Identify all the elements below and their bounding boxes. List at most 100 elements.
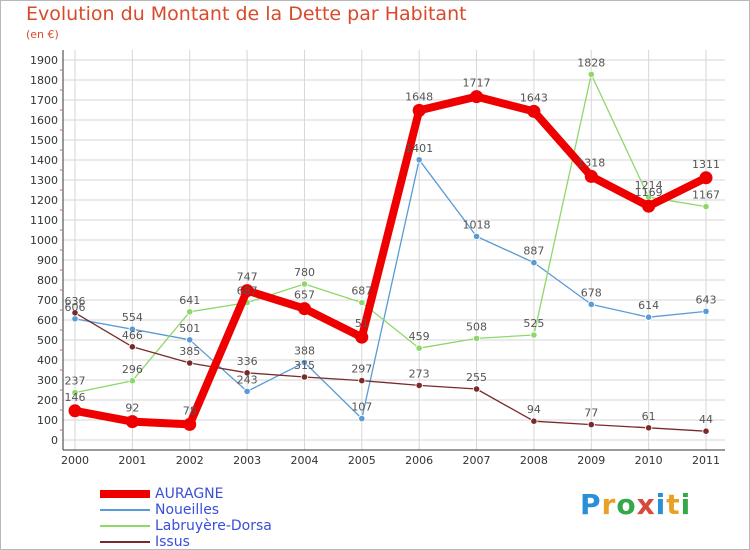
legend-label: Noueilles [155, 502, 220, 518]
logo-letter: i [680, 488, 692, 521]
data-point [530, 258, 538, 267]
data-label: 92 [125, 402, 139, 415]
data-label: 747 [237, 271, 258, 284]
data-label: 466 [122, 329, 143, 342]
y-tick-label: 1900 [30, 54, 58, 67]
data-point [71, 388, 79, 397]
series-line-auragne [71, 92, 710, 429]
y-minor-tick [60, 129, 62, 131]
y-tick-label: 900 [37, 254, 58, 267]
data-label: 1401 [405, 142, 433, 155]
data-label: 243 [237, 373, 258, 386]
y-tick-label: 1200 [30, 194, 58, 207]
data-point [470, 90, 484, 104]
data-label: 1311 [692, 158, 720, 171]
data-point [530, 331, 538, 339]
data-point [128, 343, 136, 351]
data-point [527, 104, 541, 118]
x-tick-label: 2007 [463, 454, 491, 467]
legend-label: AURAGNE [155, 486, 224, 502]
x-tick-label: 2000 [61, 454, 89, 467]
data-label: 336 [237, 355, 258, 368]
y-tick-label: 1100 [30, 214, 58, 227]
data-point [702, 307, 710, 315]
data-point [472, 232, 481, 240]
data-point [415, 344, 423, 352]
data-label: 1643 [520, 91, 548, 104]
chart-subtitle: (en €) [26, 28, 59, 41]
data-point [415, 156, 423, 164]
y-tick-label: 200 [37, 394, 58, 407]
data-point [300, 373, 309, 381]
data-point [472, 334, 481, 342]
y-tick-label: 400 [37, 354, 58, 367]
y-minor-tick [60, 229, 62, 231]
data-point [358, 298, 366, 307]
data-label: 1169 [635, 186, 663, 199]
x-tick-label: 2005 [348, 454, 376, 467]
y-minor-tick [60, 249, 62, 251]
y-tick-label: 300 [37, 374, 58, 387]
data-point [243, 369, 251, 377]
logo-letter: i [655, 488, 667, 521]
y-minor-tick [60, 209, 62, 211]
x-tick-label: 2008 [520, 454, 548, 467]
data-label: 77 [584, 407, 598, 420]
data-label: 44 [699, 413, 713, 426]
data-label: 1318 [577, 156, 605, 169]
x-tick-label: 2003 [233, 454, 261, 467]
data-point [358, 414, 366, 423]
data-label: 687 [237, 285, 258, 298]
data-point [186, 336, 194, 344]
y-tick-label: 700 [37, 294, 58, 307]
data-label: 887 [523, 245, 544, 258]
proxiti-logo: Proxiti [580, 488, 691, 521]
y-tick-label: 1400 [30, 154, 58, 167]
series-line-labruy-re-dorsa [74, 73, 707, 394]
y-tick-label: 500 [37, 334, 58, 347]
data-label: 297 [351, 363, 372, 376]
data-point [183, 417, 197, 431]
data-label: 678 [581, 286, 602, 299]
series-line-noueilles [74, 159, 707, 420]
logo-letter: P [580, 488, 602, 521]
logo-letter: r [601, 488, 617, 521]
y-tick-label: 800 [37, 274, 58, 287]
y-minor-tick [60, 349, 62, 351]
data-label: 554 [122, 311, 143, 324]
data-point [472, 385, 481, 393]
data-label: 780 [294, 266, 315, 279]
data-point [297, 302, 311, 316]
y-minor-tick [60, 89, 62, 91]
data-point [584, 169, 598, 183]
data-label: 501 [179, 322, 200, 335]
y-tick-label: 1700 [30, 94, 58, 107]
y-tick-label: 1600 [30, 114, 58, 127]
y-tick-label: 1500 [30, 134, 58, 147]
data-point [240, 284, 254, 298]
data-label: 1648 [405, 90, 433, 103]
data-point [702, 427, 710, 435]
y-tick-label: 600 [37, 314, 58, 327]
legend-swatch [100, 509, 150, 511]
data-point [699, 171, 713, 185]
data-label: 385 [179, 345, 200, 358]
y-tick-label: 1800 [30, 74, 58, 87]
data-point [71, 309, 79, 317]
data-label: 61 [642, 410, 656, 423]
data-label: 687 [351, 285, 372, 298]
data-label: 459 [409, 330, 430, 343]
y-minor-tick [60, 69, 62, 71]
data-point [71, 315, 79, 323]
logo-letter: t [666, 488, 681, 521]
y-minor-tick [60, 269, 62, 271]
data-label: 78 [183, 404, 197, 417]
y-minor-tick [60, 309, 62, 311]
x-tick-label: 2004 [290, 454, 318, 467]
data-point [645, 424, 653, 432]
data-point [530, 417, 538, 425]
x-tick-label: 2010 [635, 454, 663, 467]
data-label: 237 [65, 375, 86, 388]
data-point [702, 203, 710, 211]
